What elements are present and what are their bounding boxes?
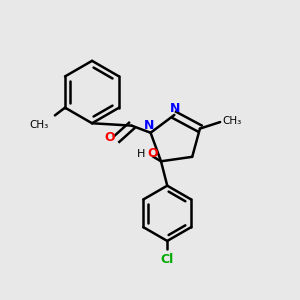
Text: H: H	[137, 148, 145, 159]
Text: O: O	[104, 131, 115, 144]
Text: CH₃: CH₃	[223, 116, 242, 126]
Text: N: N	[144, 119, 154, 132]
Text: Cl: Cl	[160, 253, 174, 266]
Text: CH₃: CH₃	[30, 119, 49, 130]
Text: O: O	[147, 147, 158, 160]
Text: N: N	[170, 102, 181, 115]
